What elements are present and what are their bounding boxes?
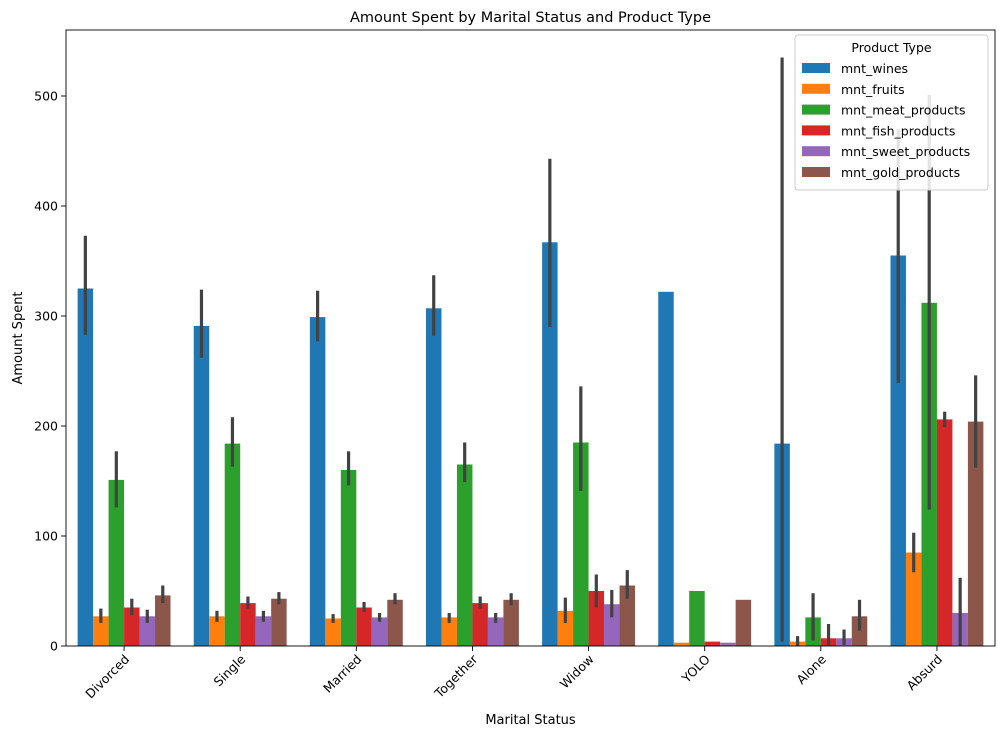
bar-mnt-wines-single [193,325,210,646]
legend: Product Type mnt_wines mnt_fruits mnt_meat… [794,34,989,191]
legend-label-mnt-fruits: mnt_fruits [841,82,905,97]
bar-mnt-wines-married [309,317,326,646]
y-tick-label: 200 [34,419,58,434]
bar-mnt-fruits-married [325,618,341,646]
bar-mnt-gold-products-divorced [155,595,171,646]
bar-mnt-meat-products-single [224,443,241,646]
bar-mnt-gold-products-alone [851,616,868,646]
bar-mnt-fruits-divorced [93,616,109,646]
bar-mnt-gold-products-yolo [735,599,752,646]
y-axis: 0 100 200 300 400 500 [34,89,66,654]
plot-frame [65,29,996,647]
bar-mnt-gold-products-together [503,599,519,646]
x-axis: Divorced Single Married Together Widow YOLO Al… [82,646,945,701]
chart-title: Amount Spent by Marital Status and Produ… [350,10,711,26]
bar-mnt-meat-products-divorced [108,479,125,646]
y-tick-label: 0 [50,639,58,654]
bar-mnt-gold-products-absurd [967,421,984,646]
bar-mnt-meat-products-widow [573,442,589,646]
legend-label-mnt-sweet-products: mnt_sweet_products [841,144,970,159]
bar-mnt-wines-together [425,308,442,646]
legend-label-mnt-gold-products: mnt_gold_products [841,165,960,180]
x-tick-label: Alone [793,651,829,687]
legend-swatch-mnt-sweet-products [802,146,830,157]
bar-mnt-wines-widow [542,242,558,647]
bar-mnt-fruits-widow [557,610,574,646]
x-tick-label: YOLO [678,651,713,686]
bar-mnt-fruits-together [441,617,457,646]
legend-swatch-mnt-wines [802,63,830,73]
x-axis-label: Marital Status [485,713,576,728]
bar-mnt-meat-products-yolo [689,591,705,646]
bar-mnt-fish-products-together [472,603,488,646]
bar-mnt-meat-products-together [456,464,473,646]
bar-mnt-fish-products-divorced [124,607,140,646]
legend-label-mnt-wines: mnt_wines [841,61,908,76]
x-tick-label: Widow [557,652,597,692]
bar-mnt-sweet-products-widow [604,604,620,646]
bar-mnt-gold-products-widow [619,585,636,646]
bar-mnt-fruits-yolo [673,642,690,646]
bar-mnt-wines-divorced [77,288,94,646]
bar-mnt-fish-products-widow [588,591,605,646]
y-axis-label: Amount Spent [11,291,26,384]
legend-frame [794,34,989,191]
bar-mnt-fish-products-married [356,607,372,646]
bar-mnt-sweet-products-single [255,616,272,646]
bar-mnt-sweet-products-together [487,617,504,646]
y-tick-label: 500 [34,89,58,104]
legend-title: Product Type [851,40,931,55]
bar-mnt-sweet-products-divorced [139,616,156,646]
bar-mnt-sweet-products-yolo [720,642,736,646]
bar-mnt-gold-products-married [387,599,403,646]
legend-swatch-mnt-meat-products [802,104,830,115]
bar-mnt-meat-products-married [340,470,357,646]
x-tick-label: Divorced [82,652,132,702]
x-tick-label: Absurd [903,652,945,694]
bars-layer [77,242,984,647]
bar-mnt-wines-absurd [890,255,906,646]
y-tick-label: 400 [34,199,58,214]
legend-label-mnt-fish-products: mnt_fish_products [841,123,955,138]
x-tick-label: Together [431,651,481,701]
bar-mnt-wines-yolo [658,291,674,646]
bar-mnt-fish-products-single [240,603,256,646]
legend-label-mnt-meat-products: mnt_meat_products [841,103,966,118]
y-tick-label: 300 [34,309,58,324]
legend-swatch-mnt-gold-products [802,167,830,177]
bar-mnt-sweet-products-married [371,617,388,646]
legend-swatch-mnt-fish-products [802,125,830,136]
y-tick-label: 100 [34,529,58,544]
x-tick-label: Married [320,652,364,696]
bar-mnt-fruits-single [209,616,225,646]
bar-mnt-fish-products-absurd [936,419,953,646]
x-tick-label: Single [211,651,249,689]
bar-mnt-gold-products-single [271,598,287,646]
legend-swatch-mnt-fruits [802,83,830,94]
bar-mnt-fruits-absurd [905,552,922,646]
bar-mnt-fish-products-yolo [704,641,721,646]
